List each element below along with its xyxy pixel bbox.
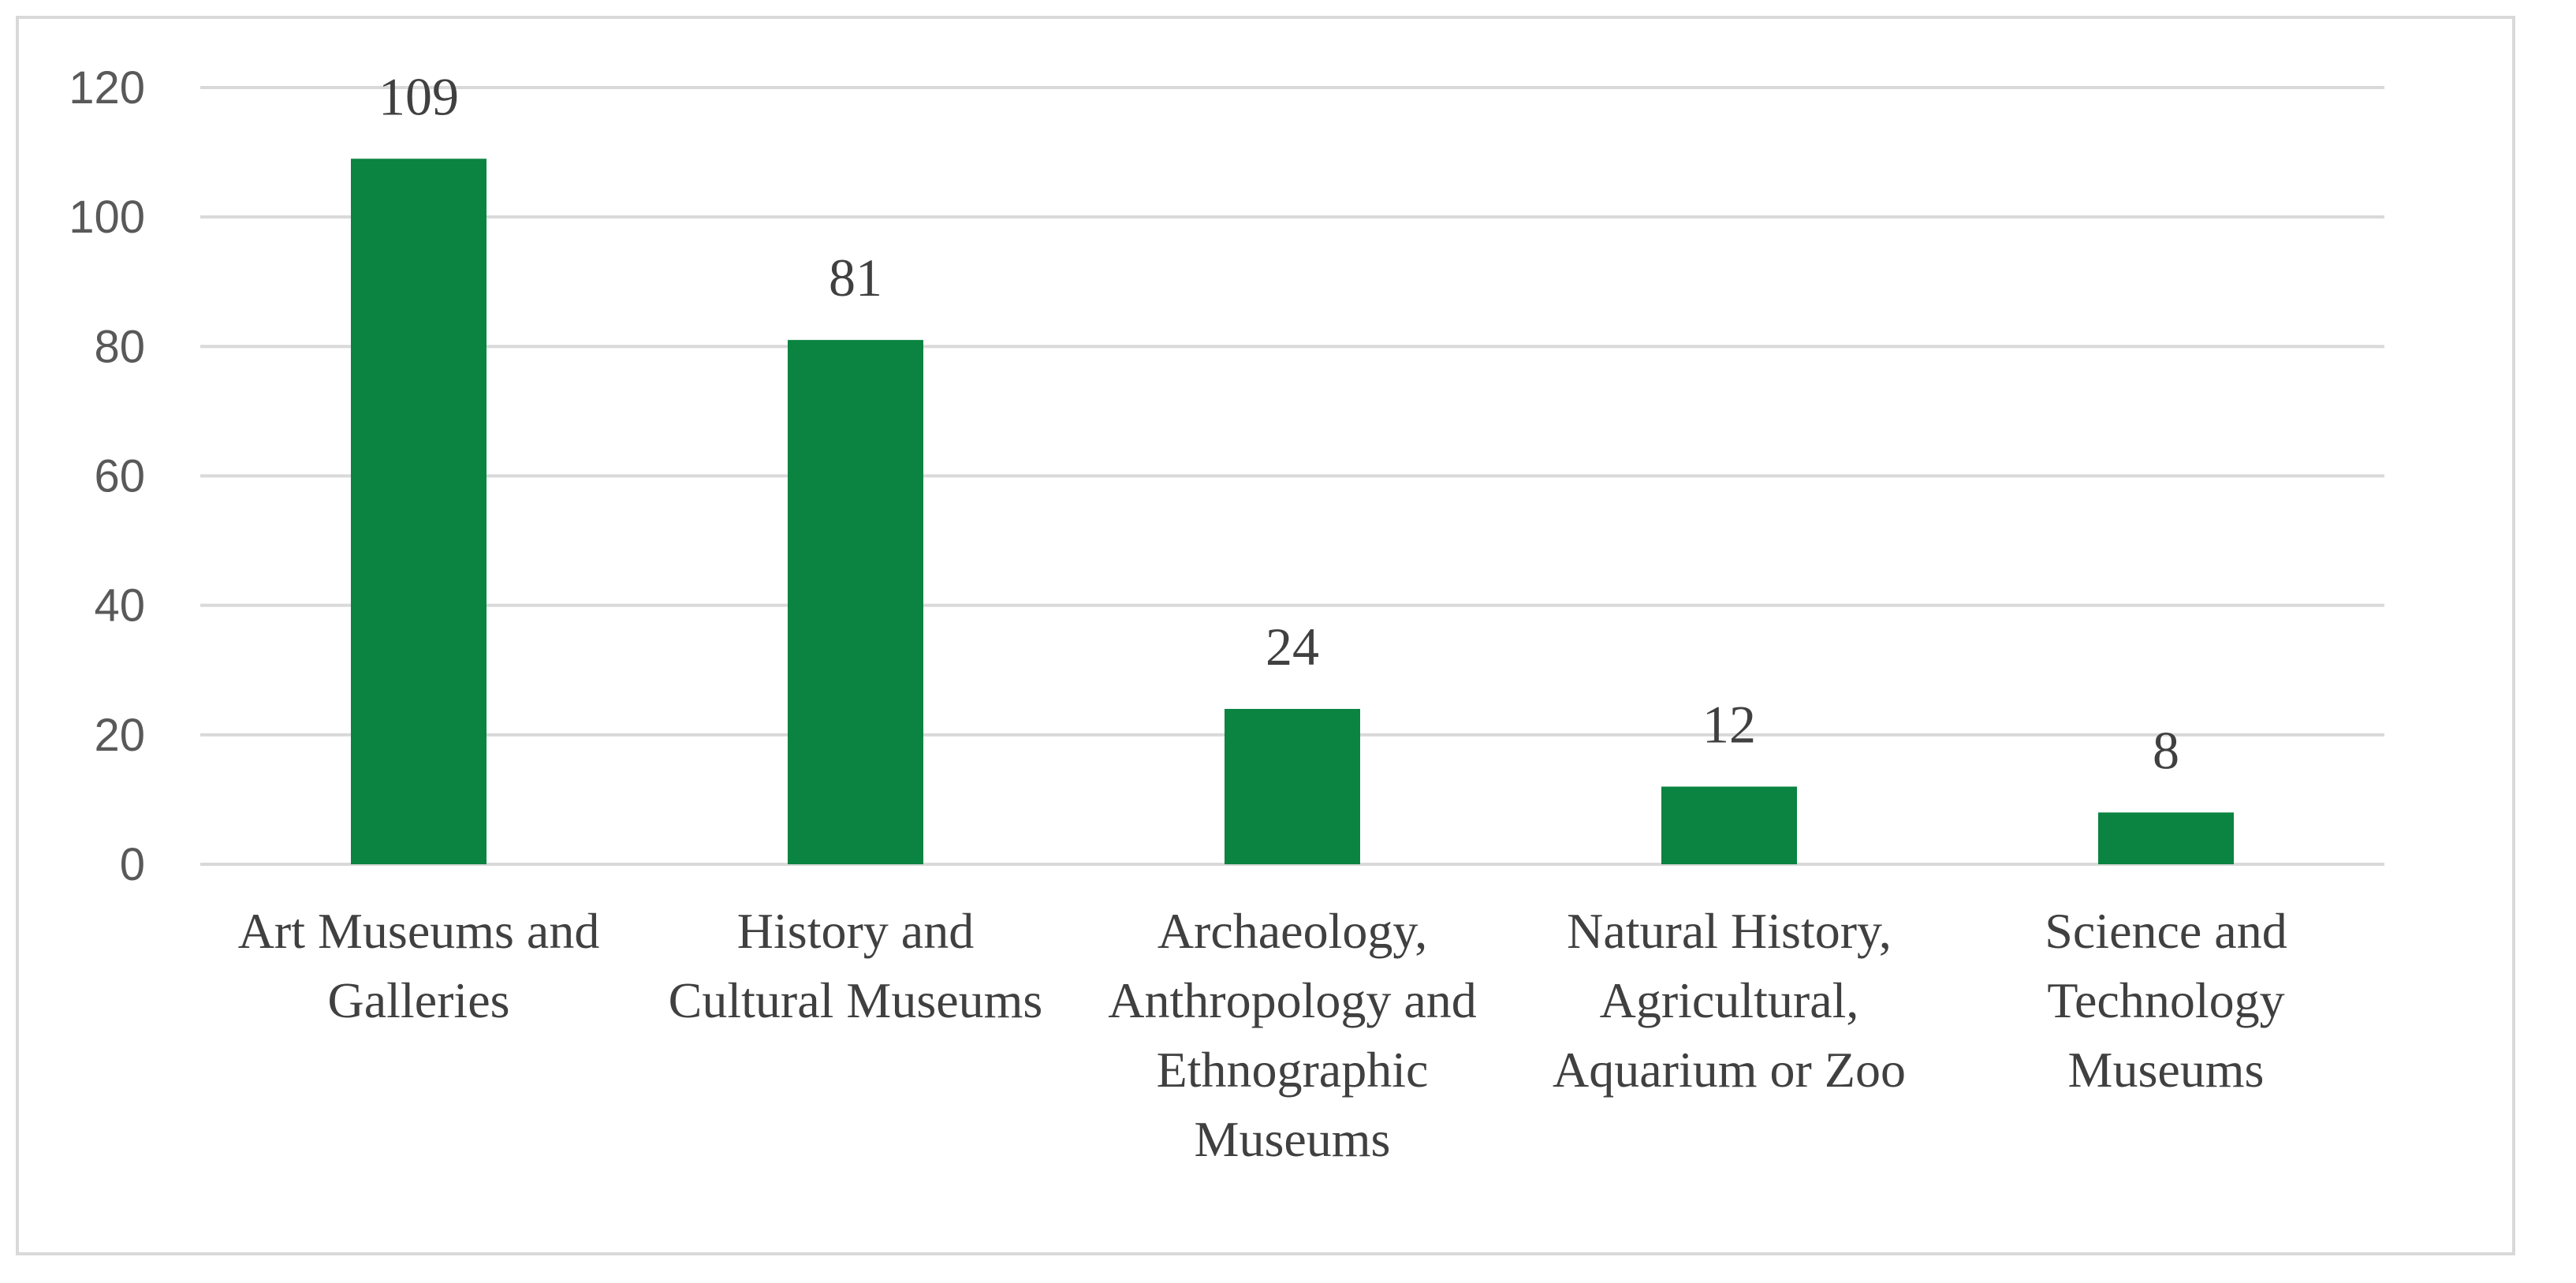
bar-chart: 0 20 40 60 80 100 120 109 81 24 12 8 Art Museums a… [69,62,2384,1167]
x-tick-label-line: History and [737,903,974,959]
x-tick-label: Archaeology, Anthropology and Ethnographic… [1108,903,1477,1167]
data-label: 24 [1266,617,1319,677]
x-tick-label: Natural History, Agricultural, Aquarium or… [1553,903,1906,1098]
x-tick-label: Science and Technology Museums [2045,903,2287,1098]
data-labels: 109 81 24 12 8 [378,66,2179,780]
y-axis-ticks: 0 20 40 60 80 100 120 [69,62,145,890]
data-label: 12 [1702,695,1756,755]
y-tick-label: 80 [94,321,145,372]
x-tick-label-line: Art Museums and [238,903,600,959]
y-tick-label: 60 [94,451,145,502]
y-tick-label: 120 [69,62,145,114]
y-tick-label: 40 [94,580,145,632]
bar [351,159,486,864]
x-tick-label-line: Natural History, [1567,903,1892,959]
y-tick-label: 0 [120,839,145,890]
bars [351,159,2234,864]
bar [2098,812,2234,864]
x-tick-label-line: Cultural Museums [669,972,1043,1028]
x-tick-label-line: Technology [2047,972,2284,1028]
y-tick-label: 20 [94,710,145,761]
bar [788,340,923,864]
bar [1225,709,1360,864]
x-tick-label-line: Archaeology, [1158,903,1427,959]
x-tick-label-line: Agricultural, [1600,972,1859,1028]
x-tick-label-line: Ethnographic [1157,1042,1429,1098]
x-axis-labels: Art Museums and Galleries History and Cultu… [238,903,2287,1167]
data-label: 81 [829,248,882,308]
gridlines [200,86,2384,866]
x-tick-label-line: Science and [2045,903,2287,959]
x-tick-label-line: Galleries [328,972,510,1028]
chart-frame: 0 20 40 60 80 100 120 109 81 24 12 8 Art Museums a… [16,16,2515,1255]
x-tick-label: History and Cultural Museums [669,903,1043,1028]
data-label: 8 [2153,720,2179,780]
bar [1661,786,1797,864]
x-tick-label-line: Anthropology and [1108,972,1477,1028]
data-label: 109 [378,66,459,126]
x-tick-label-line: Aquarium or Zoo [1553,1042,1906,1098]
x-tick-label-line: Museums [2068,1042,2265,1098]
x-tick-label: Art Museums and Galleries [238,903,600,1028]
x-tick-label-line: Museums [1195,1111,1391,1167]
y-tick-label: 100 [69,192,145,243]
